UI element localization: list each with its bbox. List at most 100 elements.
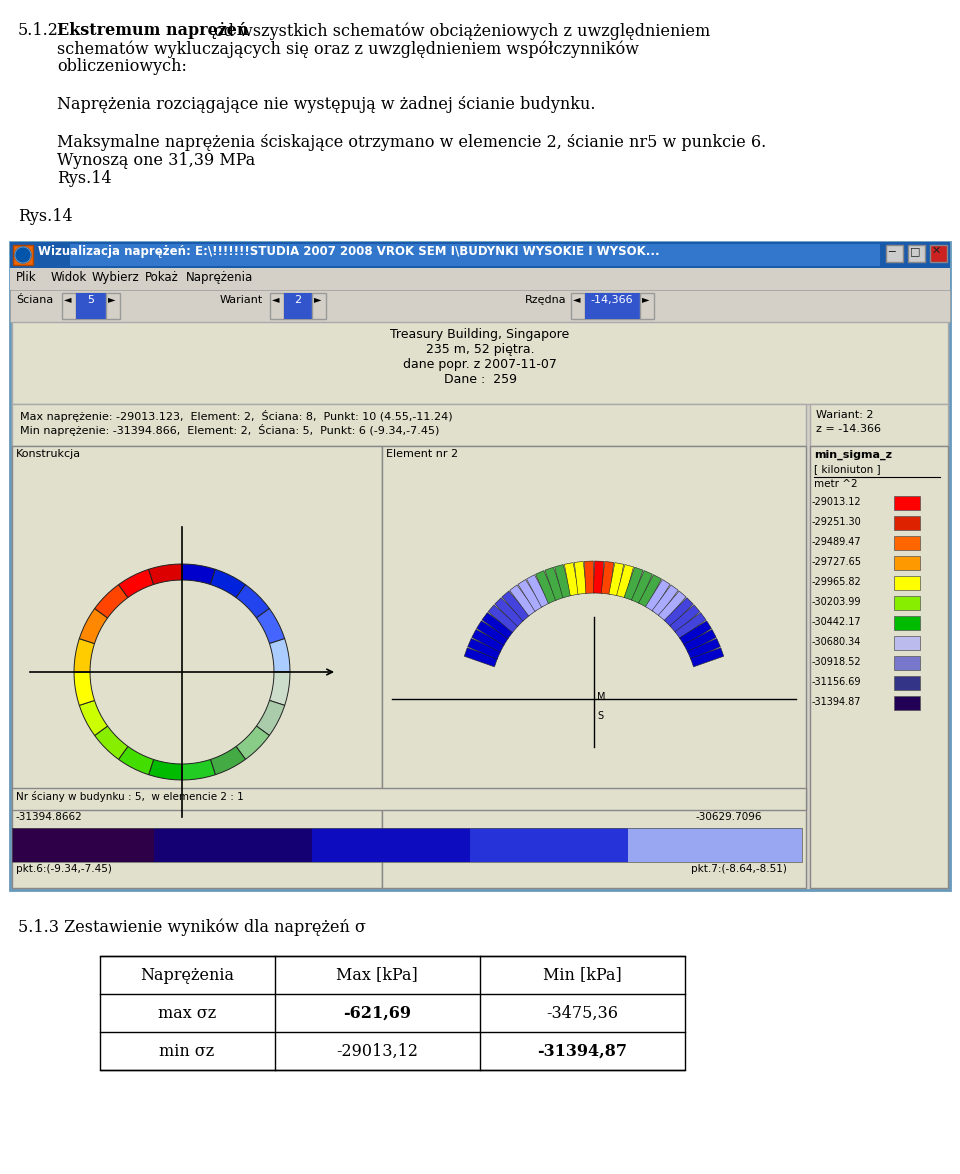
Bar bbox=[225, 828, 229, 862]
Polygon shape bbox=[545, 567, 564, 600]
Polygon shape bbox=[670, 605, 700, 633]
Text: dane popr. z 2007-11-07: dane popr. z 2007-11-07 bbox=[403, 358, 557, 371]
Bar bbox=[434, 828, 438, 862]
Bar bbox=[414, 828, 418, 862]
Text: 235 m, 52 piętra.: 235 m, 52 piętra. bbox=[425, 343, 535, 356]
Bar bbox=[276, 828, 280, 862]
Polygon shape bbox=[471, 629, 504, 653]
Bar bbox=[549, 828, 553, 862]
Bar bbox=[76, 294, 106, 319]
Bar bbox=[98, 828, 102, 862]
Bar bbox=[446, 828, 450, 862]
Polygon shape bbox=[502, 591, 530, 621]
Polygon shape bbox=[593, 561, 604, 593]
Bar bbox=[886, 245, 903, 262]
Text: Naprężenia: Naprężenia bbox=[186, 271, 253, 284]
Bar bbox=[418, 828, 422, 862]
Bar bbox=[83, 828, 87, 862]
Text: M: M bbox=[597, 691, 606, 702]
Bar bbox=[162, 828, 166, 862]
Bar bbox=[75, 828, 79, 862]
Bar bbox=[683, 828, 687, 862]
Text: z = -14.366: z = -14.366 bbox=[816, 424, 881, 434]
Polygon shape bbox=[488, 605, 518, 633]
Circle shape bbox=[15, 247, 31, 263]
Bar bbox=[571, 294, 585, 319]
Bar bbox=[529, 828, 533, 862]
Bar bbox=[699, 828, 703, 862]
Text: Plik: Plik bbox=[16, 271, 36, 284]
Bar bbox=[497, 828, 501, 862]
Text: Nr ściany w budynku : 5,  w elemencie 2 : 1: Nr ściany w budynku : 5, w elemencie 2 :… bbox=[16, 791, 244, 802]
Polygon shape bbox=[468, 639, 500, 660]
Bar bbox=[166, 828, 170, 862]
Bar bbox=[399, 828, 403, 862]
Bar bbox=[628, 828, 632, 862]
Text: ►: ► bbox=[108, 294, 115, 304]
Polygon shape bbox=[95, 726, 128, 760]
Bar bbox=[106, 828, 110, 862]
Bar bbox=[363, 828, 367, 862]
Bar bbox=[10, 290, 950, 322]
Text: ►: ► bbox=[314, 294, 322, 304]
Bar bbox=[894, 517, 920, 529]
Bar bbox=[256, 828, 260, 862]
Polygon shape bbox=[680, 621, 711, 646]
Bar bbox=[655, 828, 659, 862]
Text: Konstrukcja: Konstrukcja bbox=[16, 448, 82, 459]
Bar bbox=[312, 828, 316, 862]
Text: -14,366: -14,366 bbox=[590, 295, 634, 305]
Text: 5.1.2: 5.1.2 bbox=[18, 22, 59, 39]
Bar bbox=[438, 828, 442, 862]
Polygon shape bbox=[210, 569, 246, 598]
Bar bbox=[270, 294, 284, 319]
Text: -29727.65: -29727.65 bbox=[812, 556, 862, 567]
Text: od wszystkich schematów obciążeniowych z uwzględnieniem: od wszystkich schematów obciążeniowych z… bbox=[209, 22, 710, 40]
Bar bbox=[39, 828, 43, 862]
Bar bbox=[486, 828, 490, 862]
Bar bbox=[592, 828, 596, 862]
Bar bbox=[734, 828, 738, 862]
Polygon shape bbox=[476, 621, 509, 646]
Bar bbox=[600, 828, 604, 862]
Bar bbox=[102, 828, 106, 862]
Bar bbox=[264, 828, 268, 862]
Polygon shape bbox=[638, 575, 661, 607]
Bar bbox=[894, 576, 920, 591]
Bar bbox=[272, 828, 276, 862]
Bar bbox=[553, 828, 557, 862]
Text: -29013,12: -29013,12 bbox=[336, 1043, 418, 1059]
Text: Rys.14: Rys.14 bbox=[57, 170, 111, 187]
Polygon shape bbox=[645, 580, 670, 612]
Bar bbox=[284, 294, 312, 319]
Bar bbox=[541, 828, 545, 862]
Polygon shape bbox=[510, 585, 536, 616]
Bar bbox=[758, 828, 762, 862]
Text: ◄: ◄ bbox=[573, 294, 581, 304]
Polygon shape bbox=[236, 585, 270, 618]
Polygon shape bbox=[601, 561, 613, 594]
Bar bbox=[237, 828, 241, 862]
Text: □: □ bbox=[910, 247, 921, 256]
Polygon shape bbox=[659, 591, 686, 621]
Polygon shape bbox=[690, 648, 724, 667]
Bar bbox=[636, 828, 640, 862]
Bar bbox=[798, 828, 802, 862]
Bar bbox=[367, 828, 371, 862]
Bar bbox=[62, 294, 76, 319]
Text: Maksymalne naprężenia ściskające otrzymano w elemencie 2, ścianie nr5 w punkcie : Maksymalne naprężenia ściskające otrzyma… bbox=[57, 134, 766, 151]
Text: Widok: Widok bbox=[51, 271, 87, 284]
Polygon shape bbox=[74, 639, 94, 672]
Bar bbox=[209, 828, 213, 862]
Polygon shape bbox=[182, 760, 215, 780]
Bar bbox=[110, 828, 114, 862]
Bar bbox=[320, 828, 324, 862]
Text: -31394.8662: -31394.8662 bbox=[16, 812, 83, 822]
Bar bbox=[647, 828, 651, 862]
Bar bbox=[27, 828, 31, 862]
Bar bbox=[454, 828, 458, 862]
Text: -30203.99: -30203.99 bbox=[812, 598, 861, 607]
Bar bbox=[284, 294, 312, 319]
Text: Wizualizacja naprężeń: E:\!!!!!!!STUDIA 2007 2008 VROK SEM I\BUDYNKI WYSOKIE I W: Wizualizacja naprężeń: E:\!!!!!!!STUDIA … bbox=[38, 245, 660, 258]
Text: ►: ► bbox=[642, 294, 650, 304]
